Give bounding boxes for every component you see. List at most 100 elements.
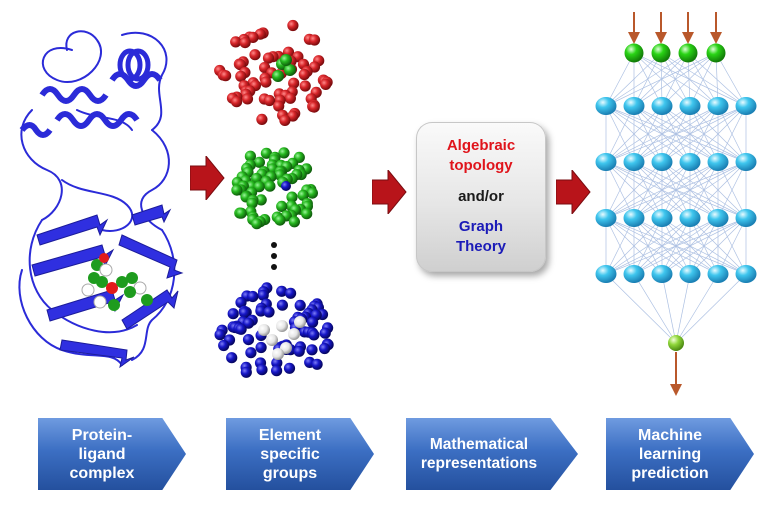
neural-network-diagram bbox=[595, 12, 757, 396]
atom bbox=[255, 194, 267, 206]
atom bbox=[256, 113, 268, 125]
atom bbox=[307, 316, 319, 328]
atom bbox=[284, 92, 296, 104]
atom bbox=[298, 68, 310, 81]
atom bbox=[308, 101, 320, 113]
carbon-atom-group bbox=[231, 147, 318, 230]
atom bbox=[235, 207, 247, 219]
hidden-node bbox=[735, 153, 757, 171]
atom bbox=[230, 36, 242, 48]
atom bbox=[280, 54, 292, 66]
protein-ligand-structure bbox=[18, 30, 184, 369]
atom bbox=[244, 150, 256, 162]
atom bbox=[276, 320, 288, 332]
atom bbox=[251, 218, 263, 230]
atom bbox=[218, 339, 230, 352]
atom bbox=[247, 290, 259, 303]
atom bbox=[299, 80, 311, 92]
element-specific-atom-groups bbox=[214, 19, 334, 378]
hidden-node bbox=[707, 209, 729, 227]
atom bbox=[262, 52, 275, 64]
atom bbox=[281, 181, 291, 191]
hidden-node bbox=[651, 265, 673, 283]
atom bbox=[260, 147, 272, 159]
atom bbox=[285, 287, 297, 299]
atom bbox=[271, 357, 283, 369]
atom bbox=[241, 93, 254, 105]
atom bbox=[260, 76, 272, 88]
atom bbox=[276, 200, 288, 212]
math-representation-box: Algebraic topology and/or Graph Theory bbox=[416, 122, 546, 272]
atom bbox=[319, 327, 331, 339]
atom bbox=[288, 328, 300, 340]
atom bbox=[226, 352, 238, 364]
atom bbox=[235, 323, 247, 335]
atom bbox=[308, 34, 321, 46]
step-mathematical-representations: Mathematical representations bbox=[406, 418, 578, 490]
atom bbox=[258, 324, 270, 336]
atom bbox=[266, 334, 278, 346]
input-node bbox=[678, 43, 698, 63]
hidden-node bbox=[623, 209, 645, 227]
atom bbox=[239, 37, 251, 49]
atom bbox=[273, 100, 285, 112]
atom bbox=[256, 364, 268, 376]
atom bbox=[245, 347, 257, 359]
hidden-node bbox=[707, 153, 729, 171]
atom bbox=[239, 307, 251, 319]
step-label: Mathematical representations bbox=[420, 436, 538, 472]
step-protein-ligand-complex: Protein- ligand complex bbox=[38, 418, 186, 490]
atom bbox=[227, 308, 239, 320]
input-node bbox=[706, 43, 726, 63]
atom bbox=[283, 362, 296, 374]
graph-theory-label: Graph Theory bbox=[455, 218, 506, 255]
atom bbox=[301, 208, 313, 220]
atom bbox=[294, 316, 306, 328]
atom bbox=[274, 214, 286, 226]
atom bbox=[214, 329, 226, 341]
step-machine-learning-prediction: Machine learning prediction bbox=[606, 418, 754, 490]
atom bbox=[246, 197, 258, 209]
right-arrow-icon bbox=[556, 170, 591, 214]
input-node bbox=[651, 43, 671, 63]
hidden-node bbox=[595, 265, 617, 283]
step-label: Protein- ligand complex bbox=[69, 426, 135, 482]
atom bbox=[235, 296, 247, 309]
hidden-node bbox=[651, 153, 673, 171]
nitrogen-atom-group bbox=[214, 282, 334, 378]
atom bbox=[308, 329, 320, 341]
atom bbox=[235, 70, 247, 82]
hidden-node bbox=[623, 265, 645, 283]
atom bbox=[242, 334, 255, 346]
input-node bbox=[624, 43, 644, 63]
atom bbox=[242, 317, 255, 329]
step-element-specific-groups: Element specific groups bbox=[226, 418, 374, 490]
atom bbox=[278, 147, 290, 159]
hidden-node bbox=[679, 265, 701, 283]
hidden-node bbox=[679, 97, 701, 115]
atom bbox=[311, 358, 323, 370]
hidden-node bbox=[707, 265, 729, 283]
hidden-node bbox=[651, 97, 673, 115]
atom bbox=[231, 184, 243, 196]
atom bbox=[286, 191, 298, 203]
hidden-node bbox=[595, 97, 617, 115]
hidden-node bbox=[623, 153, 645, 171]
atom bbox=[263, 306, 275, 318]
atom bbox=[276, 285, 288, 297]
atom bbox=[293, 345, 305, 357]
atom bbox=[271, 365, 283, 377]
right-arrow-icon bbox=[190, 156, 225, 200]
and-or-label: and/or bbox=[458, 188, 504, 205]
atom bbox=[231, 96, 243, 108]
atom bbox=[240, 366, 252, 378]
hidden-node bbox=[735, 265, 757, 283]
atom bbox=[272, 348, 284, 360]
atom bbox=[294, 299, 306, 311]
atom bbox=[276, 299, 288, 311]
hidden-node bbox=[651, 209, 673, 227]
hidden-node bbox=[679, 209, 701, 227]
atom bbox=[247, 31, 259, 43]
atom bbox=[272, 70, 284, 82]
atom bbox=[220, 70, 232, 82]
